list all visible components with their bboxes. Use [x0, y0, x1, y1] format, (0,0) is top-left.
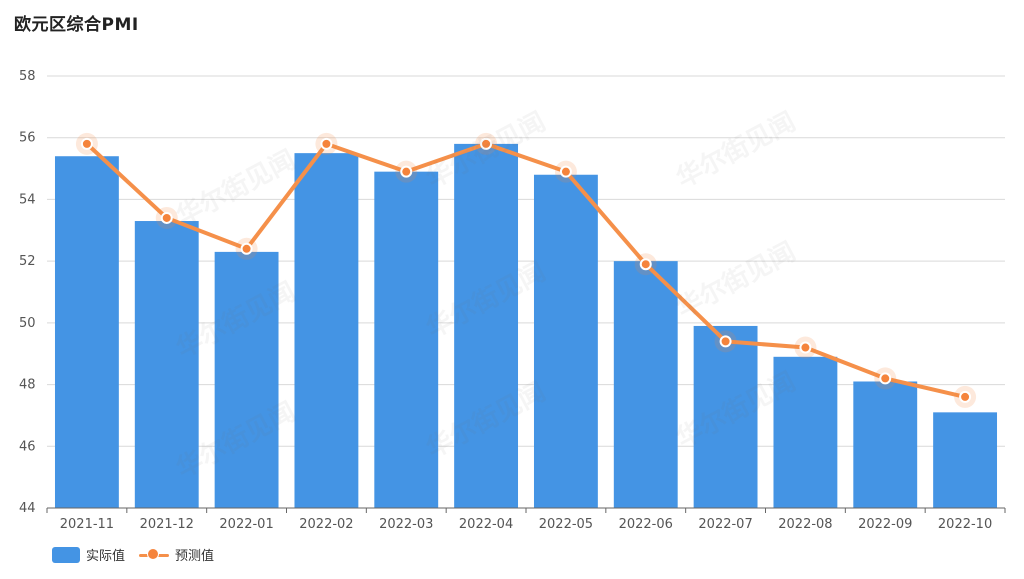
bar-actual[interactable] — [294, 153, 359, 508]
forecast-line — [84, 141, 968, 399]
forecast-point[interactable] — [799, 341, 812, 354]
bar-actual[interactable] — [54, 156, 119, 508]
bar-actual[interactable] — [613, 261, 678, 508]
y-tick-label: 58 — [19, 69, 36, 84]
points-layer — [75, 132, 977, 408]
bars-layer — [54, 143, 998, 508]
legend: 实际值 预测值 — [52, 545, 214, 564]
forecast-point[interactable] — [160, 211, 173, 224]
x-tick-label: 2022-04 — [459, 517, 513, 532]
legend-item-forecast[interactable]: 预测值 — [139, 545, 214, 564]
forecast-point[interactable] — [400, 165, 413, 178]
forecast-point[interactable] — [959, 390, 972, 403]
bar-actual[interactable] — [533, 174, 598, 508]
bar-actual[interactable] — [933, 412, 998, 508]
bar-actual[interactable] — [214, 251, 279, 508]
y-tick-label: 46 — [19, 439, 36, 454]
bar-actual[interactable] — [454, 143, 519, 508]
x-tick-label: 2022-06 — [619, 517, 673, 532]
forecast-point[interactable] — [320, 137, 333, 150]
forecast-point[interactable] — [240, 242, 253, 255]
forecast-point[interactable] — [80, 137, 93, 150]
bar-actual[interactable] — [374, 171, 439, 508]
legend-item-actual[interactable]: 实际值 — [52, 545, 125, 564]
y-tick-label: 48 — [19, 378, 36, 393]
chart-title: 欧元区综合PMI — [14, 15, 139, 35]
x-axis: 2021-11 2021-12 2022-01 2022-02 2022-03 2022-… — [46, 507, 1006, 532]
legend-actual-label: 实际值 — [86, 549, 126, 564]
y-axis: 44 46 48 50 52 54 56 58 — [19, 69, 36, 516]
forecast-point[interactable] — [879, 372, 892, 385]
line-layer — [84, 141, 968, 399]
y-tick-label: 44 — [19, 501, 36, 516]
x-tick-label: 2021-12 — [140, 517, 194, 532]
x-tick-label: 2022-10 — [938, 517, 992, 532]
x-tick-label: 2022-09 — [858, 517, 912, 532]
legend-line-swatch — [139, 547, 170, 563]
legend-bar-swatch — [52, 546, 80, 563]
x-tick-label: 2022-08 — [778, 517, 832, 532]
x-tick-label: 2022-03 — [379, 517, 433, 532]
y-tick-label: 54 — [19, 192, 36, 207]
legend-forecast-label: 预测值 — [175, 549, 215, 564]
forecast-point[interactable] — [639, 258, 652, 271]
x-tick-label: 2022-07 — [698, 517, 752, 532]
bar-actual[interactable] — [773, 356, 838, 508]
forecast-point[interactable] — [719, 335, 732, 348]
y-tick-label: 56 — [19, 131, 36, 146]
bar-actual[interactable] — [853, 381, 918, 508]
bar-actual[interactable] — [693, 325, 758, 508]
y-tick-label: 50 — [19, 316, 36, 331]
y-tick-label: 52 — [19, 254, 36, 269]
x-tick-label: 2022-02 — [299, 517, 353, 532]
x-tick-label: 2022-05 — [539, 517, 593, 532]
x-tick-label: 2022-01 — [219, 517, 273, 532]
bar-actual[interactable] — [134, 221, 199, 508]
forecast-point[interactable] — [559, 165, 572, 178]
forecast-point[interactable] — [480, 137, 493, 150]
x-tick-label: 2021-11 — [60, 517, 114, 532]
chart: 2021-11 2021-12 2022-01 2022-02 2022-03 2022-… — [19, 69, 1006, 532]
